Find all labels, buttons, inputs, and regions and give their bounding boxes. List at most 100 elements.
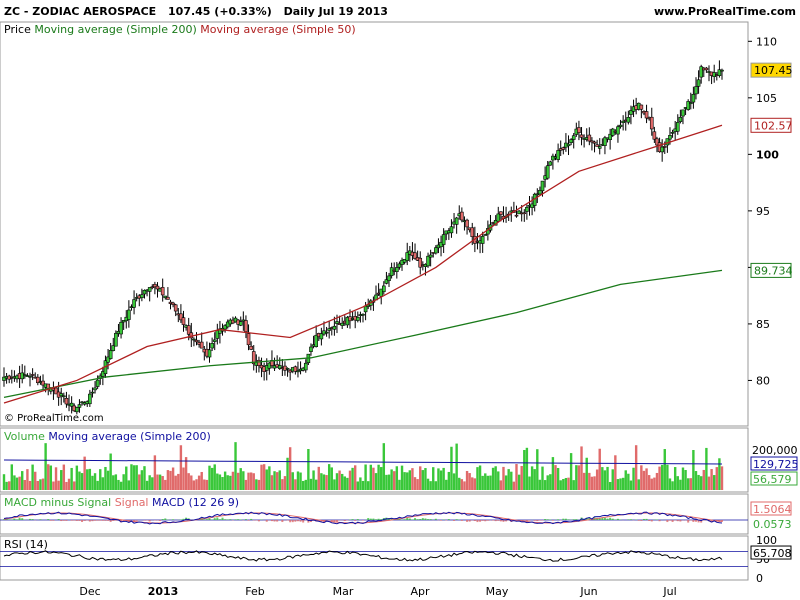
candle-body — [626, 117, 631, 123]
volume-bar — [585, 457, 588, 490]
macd-hist-bar — [143, 520, 146, 521]
value-tags: 107.45 102.57 89.734 129,725 56,579 1.5064 0.0… — [750, 62, 799, 560]
candle-body — [538, 189, 542, 195]
candle-body — [590, 140, 594, 143]
volume-bar — [538, 479, 542, 490]
volume-bar — [491, 467, 495, 490]
candle-body — [460, 211, 464, 221]
volume-bar — [530, 466, 534, 490]
candle-body — [465, 219, 469, 228]
macd-hist-bar — [286, 520, 289, 521]
volume-bar — [663, 449, 666, 490]
volume-bar — [590, 476, 594, 490]
volume-bar — [694, 471, 698, 490]
volume-bar — [434, 481, 438, 490]
candle-body — [173, 304, 178, 312]
candle-body — [470, 227, 475, 238]
price-chart — [2, 60, 724, 415]
volume-bar — [507, 469, 510, 490]
candle-body — [309, 346, 313, 352]
macd-hist-bar — [88, 520, 91, 522]
candle-body — [397, 263, 402, 268]
volume-bar — [512, 481, 516, 490]
macd-hist-bar — [16, 519, 19, 520]
macd-hist-bar — [307, 520, 310, 523]
volume-bar — [325, 475, 328, 490]
candle-body — [77, 404, 82, 408]
macd-hist-bar — [203, 519, 206, 520]
chart-period: Daily Jul 19 2013 — [283, 5, 388, 18]
volume-bar — [353, 465, 357, 490]
legend-price: Price — [4, 23, 31, 36]
ma50-line — [3, 124, 723, 404]
macd-hist-bar — [148, 520, 151, 522]
candle-body — [678, 116, 683, 122]
volume-bar — [650, 478, 653, 490]
candle-body — [90, 391, 95, 394]
volume-bar — [343, 476, 346, 490]
x-axis-label: May — [486, 585, 509, 598]
volume-bar — [546, 475, 549, 490]
x-axis-label: Apr — [410, 585, 430, 598]
volume-bar — [213, 464, 216, 490]
volume-bar — [356, 481, 359, 490]
ma200-line — [3, 269, 723, 399]
volume-bar — [70, 467, 73, 490]
volume-bar — [437, 468, 440, 490]
volume-bar — [145, 480, 149, 490]
candle-body — [192, 338, 196, 341]
macd-hist-bar — [270, 520, 273, 522]
volume-bar — [359, 477, 362, 490]
candle-body — [592, 141, 597, 144]
candle-body — [662, 146, 667, 148]
volume-bar — [478, 465, 482, 490]
candle-body — [140, 294, 144, 299]
volume-bar — [190, 475, 193, 490]
volume-bar — [473, 478, 477, 490]
macd-hist-bar — [419, 519, 422, 520]
candle-body — [649, 116, 654, 130]
price-legend: Price Moving average (Simple 200) Moving… — [4, 23, 356, 36]
volume-chart — [2, 442, 724, 490]
volume-bar — [184, 457, 188, 490]
volume-bar — [13, 475, 16, 490]
volume-bar — [426, 478, 430, 490]
macd-hist-bar — [544, 519, 547, 520]
volume-bar — [393, 471, 396, 490]
volume-bar — [161, 476, 164, 490]
macd-hist-bar — [390, 517, 393, 520]
volume-bar — [429, 481, 432, 490]
volume-bar — [216, 473, 219, 490]
macd-hist-bar — [668, 520, 671, 521]
instrument-title: ZC - ZODIAC AEROSPACE 107.45 (+0.33%) Da… — [4, 5, 388, 18]
volume-bar — [143, 466, 146, 490]
volume-bar — [465, 470, 469, 490]
volume-bar — [18, 476, 21, 490]
volume-bar — [166, 470, 170, 490]
candle-body — [150, 286, 155, 289]
website-link[interactable]: www.ProRealTime.com — [653, 5, 796, 18]
volume-bar — [78, 471, 81, 490]
volume-bar — [486, 475, 490, 490]
macd-hist-bar — [182, 518, 185, 520]
volume-bar — [403, 472, 406, 490]
macd-hist-bar — [135, 520, 138, 521]
volume-bar — [572, 480, 575, 490]
macd-hist-bar — [455, 519, 458, 520]
candle-body — [293, 366, 298, 372]
candle-body — [114, 332, 118, 347]
volume-bar — [658, 466, 661, 490]
macd-hist-bar — [538, 520, 541, 521]
candle-body — [30, 374, 35, 376]
volume-bar — [60, 470, 63, 490]
candle-body — [319, 333, 324, 340]
volume-bar — [351, 467, 354, 490]
volume-bar — [312, 470, 315, 490]
candle-body — [127, 309, 131, 320]
macd-hist-bar — [112, 520, 115, 521]
volume-bar — [327, 464, 331, 490]
macd-hist-bar — [299, 520, 302, 522]
candle-body — [535, 193, 540, 196]
macd-hist-bar — [658, 520, 661, 522]
macd-hist-bar — [65, 520, 68, 521]
